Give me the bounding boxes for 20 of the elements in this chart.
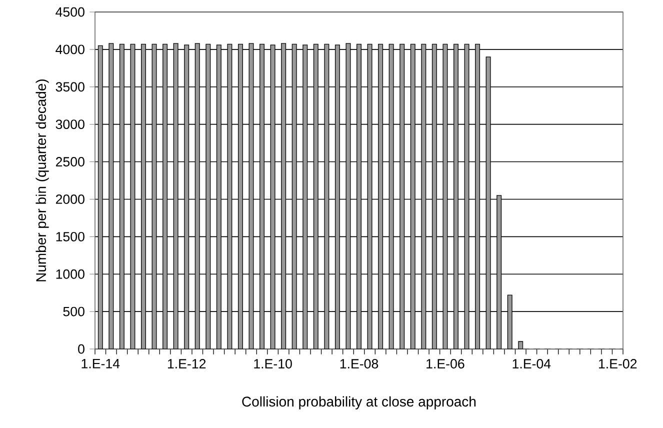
y-tick-label: 0 <box>78 344 84 354</box>
y-tick-label: 3000 <box>56 120 84 130</box>
x-tick-label: 1.E-14 <box>82 359 120 368</box>
x-axis-title: Collision probability at close approach <box>242 396 476 410</box>
y-tick-label: 2500 <box>56 157 84 166</box>
y-tick-label: 500 <box>63 306 84 316</box>
y-tick-label: 3500 <box>56 82 84 92</box>
x-tick-label: 1.E-10 <box>254 359 292 368</box>
x-tick-label: 1.E-04 <box>512 359 551 368</box>
bar <box>518 341 524 349</box>
y-tick-label: 2000 <box>56 194 84 204</box>
x-tick-label: 1.E-02 <box>598 359 637 368</box>
y-tick-label: 4000 <box>56 44 84 54</box>
y-tick-label: 1000 <box>56 269 84 279</box>
y-tick-label: 4500 <box>56 7 84 17</box>
x-tick-label: 1.E-08 <box>340 359 378 368</box>
x-tick-label: 1.E-12 <box>168 359 206 368</box>
y-tick-label: 1500 <box>56 232 84 242</box>
y-axis-title: Number per bin (quarter decade) <box>36 79 49 282</box>
x-tick-label: 1.E-06 <box>426 359 464 368</box>
